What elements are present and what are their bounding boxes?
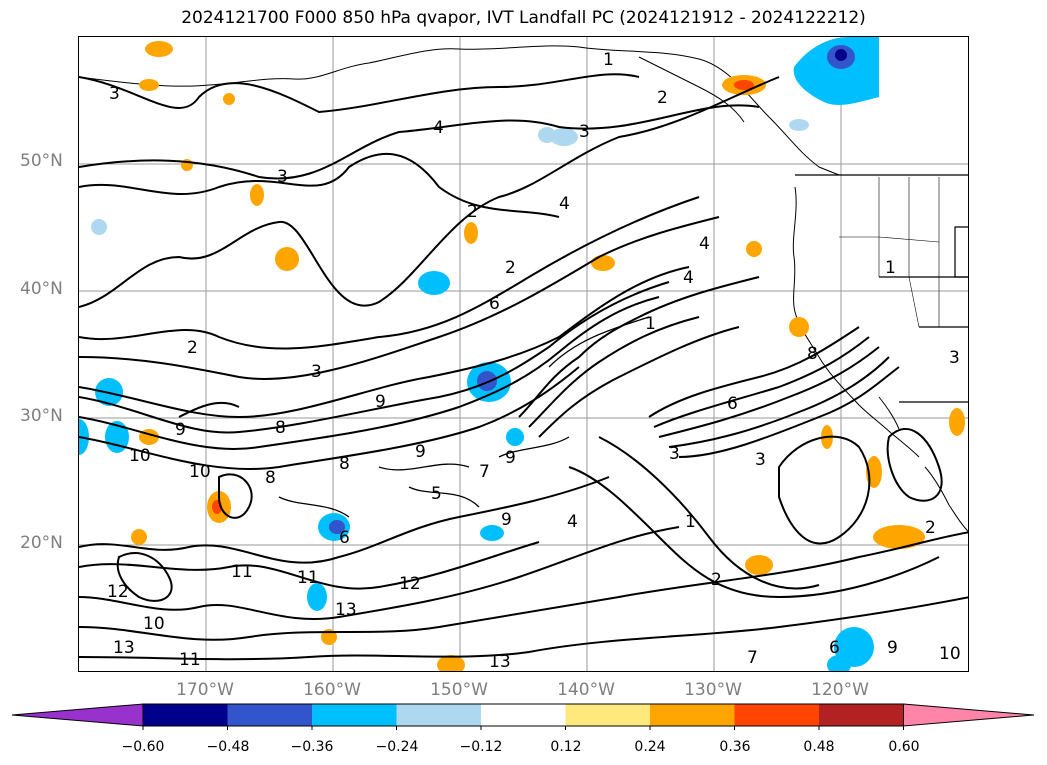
lon-label: 150°W xyxy=(430,680,488,700)
map-canvas: 3 1 2 4 3 3 2 4 2 6 4 1 4 3 2 9 8 9 6 8 … xyxy=(79,37,968,672)
contour-label: 2 xyxy=(505,258,516,278)
contour-label: 3 xyxy=(949,348,960,368)
contour-label: 10 xyxy=(939,644,961,664)
lon-label: 160°W xyxy=(303,680,361,700)
colorbar-tick: 0.24 xyxy=(634,739,666,755)
contour-label: 3 xyxy=(755,450,766,470)
lon-label: 140°W xyxy=(557,680,615,700)
contour-label: 4 xyxy=(559,194,570,214)
colorbar-tick: 0.36 xyxy=(719,739,751,755)
contour-label: 9 xyxy=(501,510,512,530)
colorbar-extend-min xyxy=(11,703,144,727)
ivt-contours xyxy=(79,73,968,661)
colorbar-tick: −0.12 xyxy=(459,739,503,755)
colorbar-outline xyxy=(142,703,904,727)
graticule xyxy=(79,37,968,671)
map-title: 2024121700 F000 850 hPa qvapor, IVT Land… xyxy=(181,8,866,28)
map-panel: 3 1 2 4 3 3 2 4 2 6 4 1 4 3 2 9 8 9 6 8 … xyxy=(78,36,969,672)
contour-label: 6 xyxy=(339,528,350,548)
contour-label: 2 xyxy=(925,518,936,538)
contour-label: 10 xyxy=(189,462,211,482)
contour-label: 12 xyxy=(107,582,129,602)
contour-label: 13 xyxy=(335,600,357,620)
contour-label: 10 xyxy=(129,446,151,466)
contour-label: 9 xyxy=(505,448,516,468)
minor-contours xyxy=(278,316,650,518)
contour-label: 1 xyxy=(885,258,896,278)
colorbar-swatch xyxy=(734,704,820,726)
political-borders xyxy=(795,174,968,403)
contour-label: 11 xyxy=(297,568,319,588)
contour-label: 4 xyxy=(433,118,444,138)
lon-label: 120°W xyxy=(811,680,869,700)
contour-label: 2 xyxy=(657,88,668,108)
lat-label: 30°N xyxy=(20,406,63,426)
contour-label: 13 xyxy=(113,638,135,658)
lon-label: 130°W xyxy=(684,680,742,700)
contour-label: 12 xyxy=(399,574,421,594)
contour-label: 8 xyxy=(275,418,286,438)
colorbar-swatch xyxy=(565,704,651,726)
colorbar-tick: −0.36 xyxy=(290,739,334,755)
contour-label: 7 xyxy=(747,648,758,668)
contour-label: 2 xyxy=(467,202,478,222)
contour-label: 11 xyxy=(231,562,253,582)
colorbar-tick: −0.60 xyxy=(121,739,165,755)
contour-label: 9 xyxy=(175,420,186,440)
contour-label: 4 xyxy=(699,234,710,254)
colorbar-tick: −0.48 xyxy=(206,739,250,755)
lon-label: 170°W xyxy=(176,680,234,700)
contour-label: 11 xyxy=(179,650,201,670)
coastline xyxy=(79,45,968,532)
state-borders xyxy=(839,177,940,328)
lat-label: 40°N xyxy=(20,279,63,299)
contour-label: 1 xyxy=(685,512,696,532)
colorbar xyxy=(11,703,1035,730)
contour-label: 3 xyxy=(579,122,590,142)
contour-label: 3 xyxy=(311,362,322,382)
colorbar-tick: 0.12 xyxy=(550,739,582,755)
contour-label: 9 xyxy=(375,392,386,412)
lat-label: 20°N xyxy=(20,533,63,553)
contour-label: 3 xyxy=(277,167,288,187)
contour-label: 13 xyxy=(489,652,511,672)
lat-label: 50°N xyxy=(20,151,63,171)
contour-label: 6 xyxy=(727,394,738,414)
contour-label: 8 xyxy=(265,468,276,488)
contour-label: 4 xyxy=(683,268,694,288)
contour-label: 6 xyxy=(489,294,500,314)
contour-label: 4 xyxy=(567,512,578,532)
contour-label: 3 xyxy=(669,444,680,464)
contour-label: 10 xyxy=(143,614,165,634)
colorbar-swatch xyxy=(481,704,566,726)
colorbar-extend-max xyxy=(903,703,1035,727)
contour-label: 9 xyxy=(415,442,426,462)
colorbar-swatch xyxy=(312,704,397,726)
contour-label: 5 xyxy=(431,484,442,504)
colorbar-swatch xyxy=(143,704,228,726)
colorbar-swatch xyxy=(396,704,482,726)
moisture-anomaly-shading xyxy=(79,37,965,671)
contour-label: 2 xyxy=(711,570,722,590)
contour-label: 3 xyxy=(109,84,120,104)
contour-label: 8 xyxy=(807,344,818,364)
colorbar-tick: 0.60 xyxy=(888,739,920,755)
colorbar-swatch xyxy=(650,704,735,726)
contour-label: 2 xyxy=(187,338,198,358)
contour-labels: 3 1 2 4 3 3 2 4 2 6 4 1 4 3 2 9 8 9 6 8 … xyxy=(107,50,961,672)
contour-label: 1 xyxy=(645,314,656,334)
contour-label: 8 xyxy=(339,454,350,474)
colorbar-tick: 0.48 xyxy=(803,739,835,755)
contour-label: 7 xyxy=(479,462,490,482)
contour-label: 1 xyxy=(603,50,614,70)
colorbar-swatch xyxy=(227,704,313,726)
contour-label: 6 xyxy=(829,638,840,658)
colorbar-swatch xyxy=(819,704,904,726)
contour-label: 9 xyxy=(887,638,898,658)
colorbar-tick: −0.24 xyxy=(375,739,419,755)
